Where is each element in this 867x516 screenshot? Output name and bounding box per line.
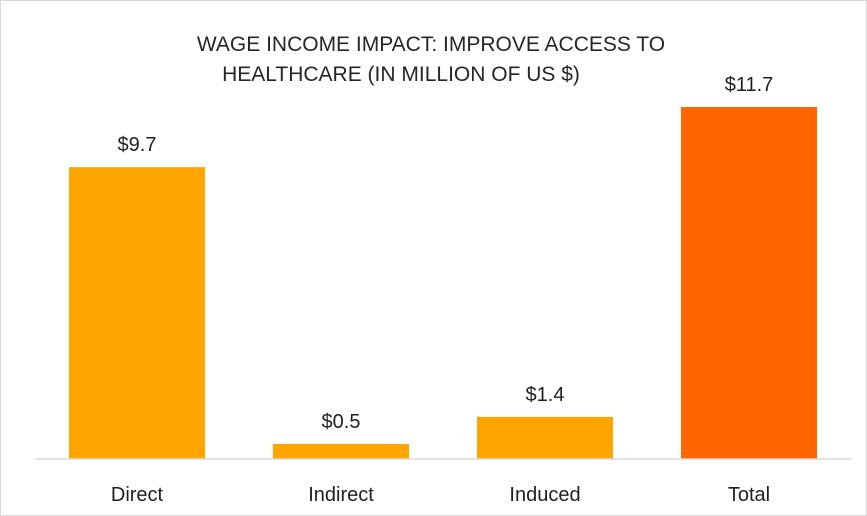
category-label-direct: Direct (111, 484, 164, 506)
bars-group (69, 107, 817, 459)
chart-title-line-1: WAGE INCOME IMPACT: IMPROVE ACCESS TO (197, 33, 665, 56)
bar-induced (477, 416, 613, 459)
data-labels-group: $9.7 $0.5 $1.4 $11.7 (118, 74, 774, 433)
category-label-total: Total (728, 484, 770, 506)
data-label-total: $11.7 (725, 74, 774, 96)
data-label-indirect: $0.5 (322, 411, 361, 433)
category-labels-group: Direct Indirect Induced Total (111, 484, 770, 506)
category-label-induced: Induced (509, 484, 580, 506)
chart-title-line-2: HEALTHCARE (IN MILLION OF US $) (222, 63, 580, 86)
data-label-induced: $1.4 (526, 384, 565, 406)
bar-indirect (273, 443, 409, 459)
category-label-indirect: Indirect (308, 484, 374, 506)
bar-total (681, 107, 817, 459)
data-label-direct: $9.7 (118, 134, 157, 156)
bar-direct (69, 167, 205, 459)
